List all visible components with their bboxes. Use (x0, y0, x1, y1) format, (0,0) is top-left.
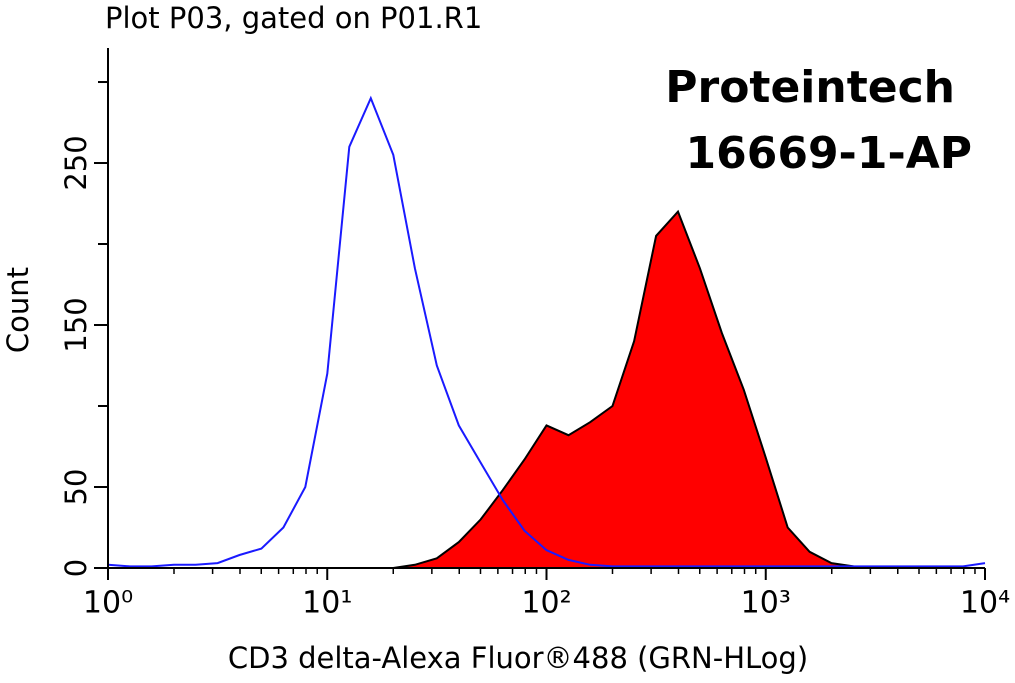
histogram-area (108, 211, 985, 568)
x-tick-label: 10⁴ (960, 586, 1010, 621)
y-tick-label: 50 (59, 469, 93, 506)
annotation: 16669-1-AP (685, 128, 972, 179)
y-tick-label: 250 (59, 135, 93, 190)
annotation: Proteintech (665, 62, 955, 113)
x-tick-label: 10⁰ (83, 586, 133, 621)
chart-title: Plot P03, gated on P01.R1 (105, 1, 482, 35)
y-tick-label: 150 (59, 297, 93, 352)
x-tick-label: 10² (521, 586, 571, 621)
y-tick-label: 0 (59, 559, 93, 577)
y-axis-label: Count (1, 267, 35, 353)
x-tick-label: 10³ (741, 586, 791, 621)
x-axis-label: CD3 delta-Alexa Fluor®488 (GRN-HLog) (228, 641, 808, 675)
histogram-line (107, 95, 986, 568)
x-tick-label: 10¹ (302, 586, 352, 621)
